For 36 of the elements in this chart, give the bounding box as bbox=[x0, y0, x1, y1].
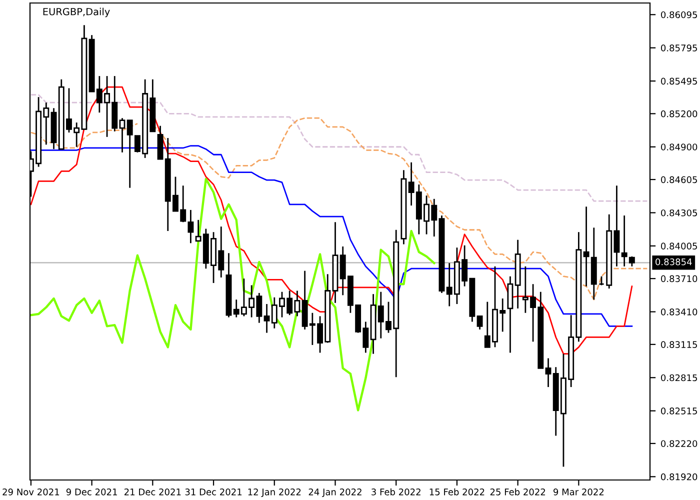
y-tick-label: 0.86095 bbox=[661, 11, 697, 18]
y-tick-label: 0.85495 bbox=[661, 78, 697, 85]
x-tick-label: 24 Jan 2022 bbox=[308, 488, 362, 497]
y-tick-label: 0.82515 bbox=[661, 408, 697, 414]
candlestick bbox=[583, 206, 590, 288]
y-tick-label: 0.83710 bbox=[661, 275, 698, 282]
line-series bbox=[30, 178, 436, 412]
x-tick-label: 3 Feb 2022 bbox=[372, 488, 420, 496]
y-tick-label: 0.83115 bbox=[661, 341, 697, 348]
y-tick-label: 0.85200 bbox=[661, 110, 698, 118]
y-tick-label: 0.84605 bbox=[661, 176, 697, 184]
x-tick-label: 12 Jan 2022 bbox=[248, 488, 301, 497]
line-series bbox=[30, 145, 633, 327]
candlestick bbox=[188, 209, 194, 244]
y-tick-label: 0.83410 bbox=[661, 308, 698, 316]
y-tick-label: 0.82815 bbox=[661, 374, 697, 382]
candlestick bbox=[545, 358, 552, 388]
candlestick bbox=[119, 117, 126, 154]
x-tick-label: 31 Dec 2021 bbox=[185, 488, 242, 496]
x-tick-label: 25 Feb 2022 bbox=[490, 488, 546, 496]
y-tick-label: 0.84305 bbox=[661, 209, 697, 216]
y-tick-label: 0.81920 bbox=[661, 473, 698, 480]
y-tick-label: 0.85795 bbox=[661, 44, 697, 52]
chart-title: EURGBP,Daily bbox=[43, 8, 110, 18]
x-tick-label: 9 Dec 2021 bbox=[66, 488, 117, 496]
y-tick-label: 0.84900 bbox=[661, 144, 698, 150]
x-tick-label: 21 Dec 2021 bbox=[124, 488, 181, 496]
x-tick-label: 29 Nov 2021 bbox=[2, 488, 60, 496]
y-tick-label: 0.82220 bbox=[661, 440, 698, 448]
candlestick bbox=[476, 316, 483, 330]
ref-line-label: 0.83854 bbox=[656, 258, 692, 266]
x-tick-label: 15 Feb 2022 bbox=[430, 488, 484, 496]
x-tick-label: 9 Mar 2022 bbox=[554, 488, 604, 496]
y-tick-label: 0.84005 bbox=[661, 242, 697, 250]
candlestick bbox=[621, 214, 628, 268]
candlestick bbox=[628, 256, 635, 268]
